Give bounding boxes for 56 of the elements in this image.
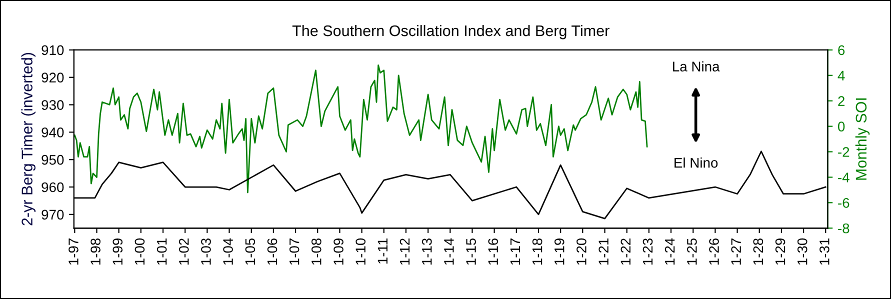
x-tick-label: 1-12: [400, 238, 410, 265]
x-tick-label: 1-30: [797, 238, 808, 265]
y2-axis-title: Monthly SOI: [855, 98, 870, 180]
x-tick-label: 1-99: [112, 238, 123, 265]
x-tick-label: 1-11: [378, 238, 388, 264]
x-tick-label: 1-22: [620, 238, 630, 265]
y-axis-title: 2-yr Berg Timer (inverted): [21, 52, 36, 226]
y-tick-label: 940: [42, 128, 64, 138]
y-tick-label: 920: [42, 72, 64, 83]
x-tick-label: 1-09: [334, 238, 344, 265]
x-tick-label: 1-00: [134, 238, 145, 265]
annotation: El Nino: [674, 158, 718, 168]
x-tick-label: 1-02: [178, 238, 189, 265]
y-tick-label: 930: [42, 100, 64, 110]
x-tick-label: 1-05: [245, 238, 256, 265]
x-tick-label: 1-98: [90, 238, 100, 265]
y2-tick-label: 6: [838, 45, 845, 56]
x-tick-label: 1-28: [753, 238, 764, 265]
x-tick-label: 1-29: [775, 238, 786, 265]
x-tick-label: 1-18: [532, 238, 542, 265]
x-tick-label: 1-14: [444, 238, 454, 265]
x-tick-label: 1-04: [223, 238, 233, 265]
x-tick-label: 1-03: [201, 238, 211, 265]
y2-tick-label: -2: [838, 147, 850, 157]
y2-tick-label: 0: [838, 122, 845, 132]
x-tick-label: 1-15: [466, 238, 476, 265]
y2-tick-label: 4: [838, 70, 845, 80]
y2-tick-label: -8: [838, 223, 850, 234]
y-tick-label: 970: [42, 210, 64, 220]
x-tick-label: 1-19: [554, 238, 564, 265]
x-tick-label: 1-21: [598, 238, 608, 265]
y2-tick-label: -6: [838, 198, 850, 208]
x-tick-label: 1-01: [156, 238, 167, 265]
x-tick-label: 1-27: [731, 238, 741, 265]
x-tick-label: 1-08: [311, 238, 322, 265]
x-tick-label: 1-06: [267, 238, 278, 265]
x-tick-label: 1-07: [289, 238, 300, 265]
annotation: La Nina: [673, 61, 720, 72]
y-tick-label: 950: [42, 154, 64, 165]
x-tick-label: 1-10: [356, 238, 366, 265]
y2-tick-label: 2: [838, 96, 844, 106]
x-tick-label: 1-97: [68, 238, 78, 265]
x-tick-label: 1-26: [709, 238, 719, 265]
y-tick-label: 910: [42, 45, 64, 56]
x-tick-label: 1-16: [488, 238, 498, 265]
y-tick-label: 960: [42, 182, 64, 192]
x-tick-label: 1-13: [422, 238, 432, 265]
y2-tick-label: -4: [838, 172, 850, 182]
line-series: [74, 64, 648, 194]
chart-title: The Southern Oscillation Index and Berg Timer: [292, 24, 610, 40]
x-tick-label: 1-17: [510, 238, 520, 265]
x-tick-label: 1-25: [687, 238, 697, 265]
x-tick-label: 1-24: [664, 238, 675, 265]
x-tick-label: 1-23: [642, 238, 653, 265]
x-tick-label: 1-20: [576, 238, 586, 265]
x-tick-label: 1-31: [820, 238, 830, 265]
